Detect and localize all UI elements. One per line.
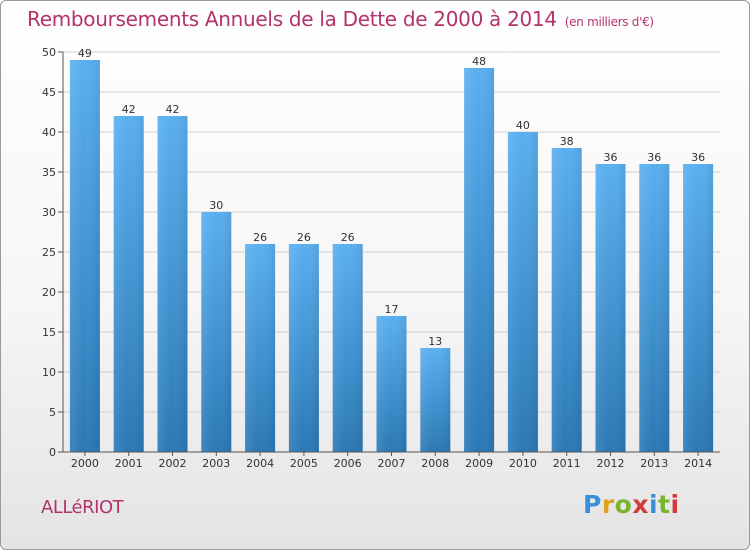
y-tick-label: 0 [49, 446, 56, 459]
y-tick-label: 35 [42, 166, 56, 179]
x-tick-label-2011: 2011 [553, 457, 581, 470]
value-label-2013: 36 [647, 151, 661, 164]
value-label-2004: 26 [253, 231, 267, 244]
bar-sheen [639, 164, 670, 452]
logo-letter: i [670, 490, 680, 519]
bar-sheen [288, 244, 319, 452]
value-label-2011: 38 [560, 135, 574, 148]
value-label-2012: 36 [604, 151, 618, 164]
x-tick-label-2012: 2012 [597, 457, 625, 470]
bar-sheen [420, 348, 451, 452]
logo-letter: r [601, 490, 615, 519]
bars [69, 60, 714, 452]
bar-sheen [551, 148, 582, 452]
labels: 0 5 10 15 20 25 30 35 40 45 50 49 2000 42 2001 42 2002 30… [42, 46, 712, 470]
chart-title-text: Remboursements Annuels de la Dette de 20… [27, 7, 557, 31]
x-tick-label-2008: 2008 [421, 457, 449, 470]
y-tick-label: 40 [42, 126, 56, 139]
x-tick-label-2002: 2002 [159, 457, 187, 470]
value-label-2002: 42 [166, 103, 180, 116]
x-tick-label-2003: 2003 [202, 457, 230, 470]
value-label-2000: 49 [78, 47, 92, 60]
y-tick-label: 25 [42, 246, 56, 259]
y-tick-label: 20 [42, 286, 56, 299]
logo-letter: o [614, 490, 633, 519]
value-label-2010: 40 [516, 119, 530, 132]
x-tick-label-2013: 2013 [640, 457, 668, 470]
x-tick-label-2004: 2004 [246, 457, 274, 470]
bar-sheen [376, 316, 407, 452]
bar-sheen [683, 164, 714, 452]
logo-letter: x [632, 490, 649, 519]
value-label-2007: 17 [385, 303, 399, 316]
x-tick-label-2001: 2001 [115, 457, 143, 470]
bar-sheen [201, 212, 232, 452]
value-label-2006: 26 [341, 231, 355, 244]
bar-sheen [245, 244, 276, 452]
x-tick-label-2000: 2000 [71, 457, 99, 470]
logo-letter: P [583, 490, 602, 519]
x-tick-label-2010: 2010 [509, 457, 537, 470]
proxiti-logo: Proxiti [583, 490, 680, 519]
bar-sheen [595, 164, 626, 452]
value-label-2003: 30 [209, 199, 223, 212]
town-name: ALLéRIOT [41, 497, 124, 518]
bar-sheen [507, 132, 538, 452]
axes [58, 51, 720, 456]
bar-sheen [69, 60, 100, 452]
y-tick-label: 15 [42, 326, 56, 339]
x-tick-label-2005: 2005 [290, 457, 318, 470]
chart-unit-label: (en milliers d'€) [564, 15, 654, 29]
y-tick-label: 45 [42, 86, 56, 99]
value-label-2009: 48 [472, 55, 486, 68]
bar-sheen [332, 244, 363, 452]
y-tick-label: 50 [42, 46, 56, 59]
x-tick-label-2009: 2009 [465, 457, 493, 470]
value-label-2014: 36 [691, 151, 705, 164]
value-label-2008: 13 [428, 335, 442, 348]
y-tick-label: 30 [42, 206, 56, 219]
x-tick-label-2006: 2006 [334, 457, 362, 470]
bar-sheen [113, 116, 144, 452]
bar-sheen [157, 116, 188, 452]
chart-title: Remboursements Annuels de la Dette de 20… [27, 7, 654, 31]
logo-letter: i [649, 490, 659, 519]
x-tick-label-2014: 2014 [684, 457, 712, 470]
logo-letter: t [658, 490, 671, 519]
value-label-2005: 26 [297, 231, 311, 244]
x-tick-label-2007: 2007 [378, 457, 406, 470]
y-tick-label: 10 [42, 366, 56, 379]
value-label-2001: 42 [122, 103, 136, 116]
bar-sheen [464, 68, 495, 452]
y-tick-label: 5 [49, 406, 56, 419]
